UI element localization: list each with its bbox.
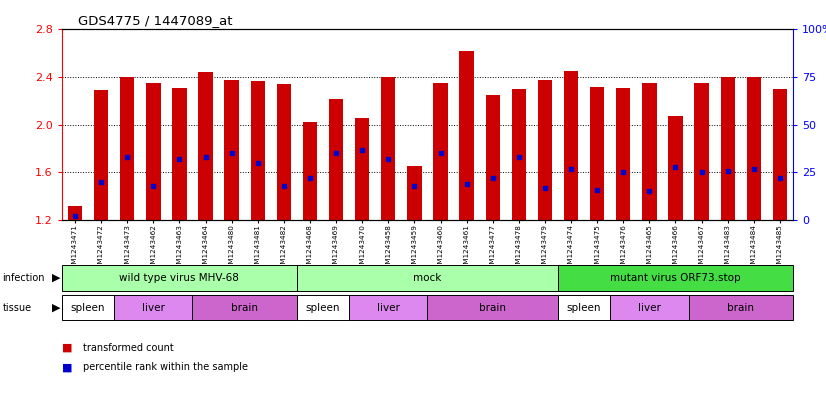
Text: ■: ■ bbox=[62, 343, 73, 353]
Bar bbox=[329, 99, 344, 220]
Text: liver: liver bbox=[142, 303, 164, 312]
Bar bbox=[668, 116, 682, 220]
Text: spleen: spleen bbox=[567, 303, 601, 312]
Bar bbox=[225, 79, 239, 220]
Bar bbox=[297, 265, 558, 291]
Bar bbox=[558, 295, 610, 320]
Bar bbox=[62, 265, 297, 291]
Bar bbox=[146, 83, 160, 220]
Bar bbox=[381, 77, 396, 220]
Text: brain: brain bbox=[479, 303, 506, 312]
Bar bbox=[349, 295, 428, 320]
Bar bbox=[558, 265, 793, 291]
Bar bbox=[277, 84, 291, 220]
Text: liver: liver bbox=[377, 303, 400, 312]
Bar bbox=[720, 77, 735, 220]
Bar bbox=[773, 89, 787, 220]
Bar bbox=[695, 83, 709, 220]
Text: ▶: ▶ bbox=[52, 303, 60, 312]
Bar bbox=[62, 295, 114, 320]
Bar bbox=[486, 95, 500, 220]
Bar bbox=[114, 295, 192, 320]
Text: spleen: spleen bbox=[306, 303, 340, 312]
Bar bbox=[511, 89, 526, 220]
Bar bbox=[120, 77, 135, 220]
Bar bbox=[538, 79, 552, 220]
Bar bbox=[434, 83, 448, 220]
Bar bbox=[303, 122, 317, 220]
Bar bbox=[616, 88, 630, 220]
Text: percentile rank within the sample: percentile rank within the sample bbox=[83, 362, 248, 373]
Bar bbox=[355, 118, 369, 220]
Bar bbox=[94, 90, 108, 220]
Text: brain: brain bbox=[727, 303, 754, 312]
Bar bbox=[610, 295, 689, 320]
Text: spleen: spleen bbox=[71, 303, 105, 312]
Text: liver: liver bbox=[638, 303, 661, 312]
Text: ■: ■ bbox=[62, 362, 73, 373]
Bar bbox=[407, 167, 421, 220]
Bar bbox=[192, 295, 297, 320]
Bar bbox=[428, 295, 558, 320]
Bar bbox=[297, 295, 349, 320]
Text: tissue: tissue bbox=[2, 303, 31, 312]
Text: infection: infection bbox=[2, 273, 45, 283]
Text: brain: brain bbox=[231, 303, 259, 312]
Bar bbox=[173, 88, 187, 220]
Bar bbox=[459, 51, 474, 220]
Bar bbox=[642, 83, 657, 220]
Bar bbox=[747, 77, 761, 220]
Bar bbox=[198, 72, 213, 220]
Bar bbox=[250, 81, 265, 220]
Bar bbox=[68, 206, 82, 220]
Bar bbox=[689, 295, 793, 320]
Text: mock: mock bbox=[413, 273, 442, 283]
Bar bbox=[590, 87, 605, 220]
Text: ▶: ▶ bbox=[52, 273, 60, 283]
Text: wild type virus MHV-68: wild type virus MHV-68 bbox=[120, 273, 240, 283]
Text: mutant virus ORF73.stop: mutant virus ORF73.stop bbox=[610, 273, 741, 283]
Text: GDS4775 / 1447089_at: GDS4775 / 1447089_at bbox=[78, 14, 233, 27]
Text: transformed count: transformed count bbox=[83, 343, 173, 353]
Bar bbox=[564, 71, 578, 220]
